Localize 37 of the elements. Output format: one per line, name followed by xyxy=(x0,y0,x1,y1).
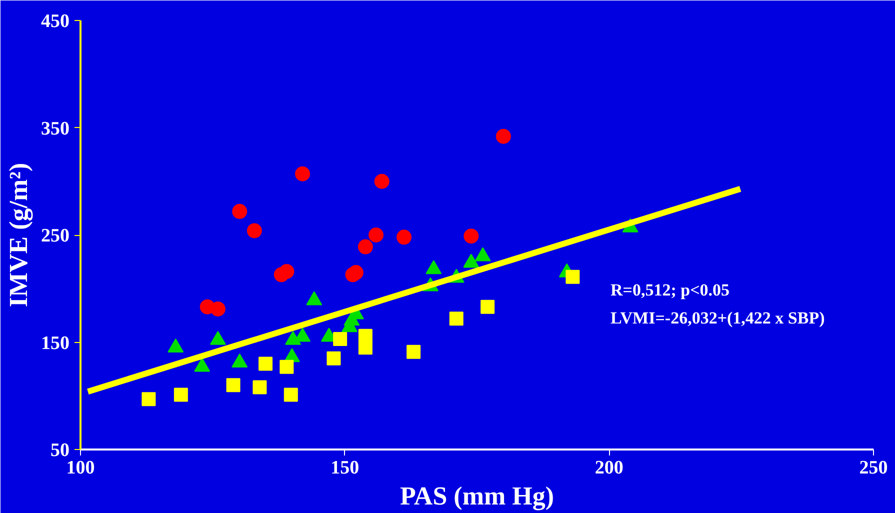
point xyxy=(226,378,240,392)
annotation: LVMI=-26,032+(1,422 x SBP) xyxy=(610,308,825,328)
x-tick-label: 250 xyxy=(859,458,888,478)
y-axis-title: IMVE (g/m²) xyxy=(4,162,33,308)
y-tick-label: 350 xyxy=(41,118,70,140)
point xyxy=(280,360,294,374)
point xyxy=(449,312,464,326)
point xyxy=(326,351,341,366)
point xyxy=(232,204,248,219)
y-tick-label: 250 xyxy=(41,226,70,246)
point xyxy=(252,380,267,394)
annotation: R=0,512; p<0.05 xyxy=(610,280,730,300)
point xyxy=(566,270,580,284)
y-tick-label: 150 xyxy=(41,332,70,354)
y-tick-label: 450 xyxy=(41,11,70,32)
point xyxy=(295,166,310,182)
x-tick-label: 150 xyxy=(330,458,360,478)
point xyxy=(464,228,479,244)
point xyxy=(368,228,384,242)
point xyxy=(142,392,156,406)
point xyxy=(258,356,273,371)
point xyxy=(210,302,226,316)
point xyxy=(406,344,421,359)
x-tick-label: 200 xyxy=(594,458,624,478)
point xyxy=(374,174,390,189)
point xyxy=(348,265,364,280)
point xyxy=(396,230,412,245)
point xyxy=(279,264,294,279)
point xyxy=(480,300,495,314)
point xyxy=(496,128,511,144)
point xyxy=(333,332,348,346)
x-axis-title: PAS (mm Hg) xyxy=(400,482,554,510)
point xyxy=(246,223,262,238)
point xyxy=(174,388,188,402)
point xyxy=(358,239,373,254)
point xyxy=(358,340,372,355)
point xyxy=(284,388,298,402)
